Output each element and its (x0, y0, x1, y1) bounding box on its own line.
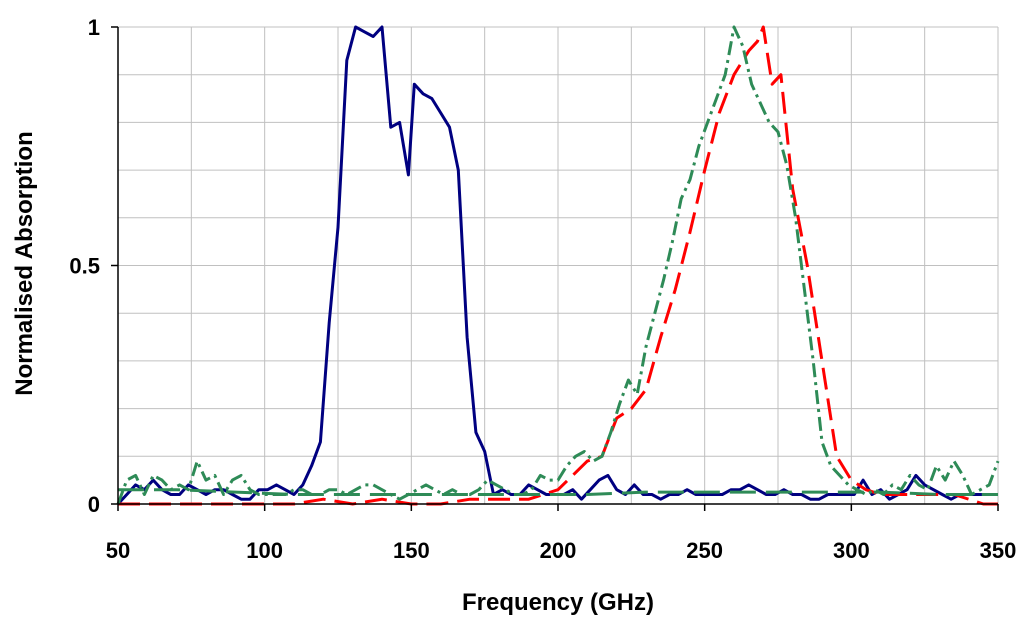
x-tick-label: 150 (393, 538, 430, 563)
tick-labels: 50 100 150 200 250 300 350 0 0.5 1 (69, 15, 1016, 563)
x-tick-label: 300 (833, 538, 870, 563)
grid-lines (118, 26, 999, 504)
series-line-4 (118, 488, 998, 496)
series-line-3 (116, 25, 1000, 505)
y-tick-label: 0.5 (69, 254, 100, 279)
y-axis-title: Normalised Absorption (11, 131, 38, 395)
x-tick-label: 100 (246, 538, 283, 563)
x-axis-title: Frequency (GHz) (462, 589, 654, 616)
x-tick-label: 50 (106, 538, 130, 563)
x-tick-label: 200 (540, 538, 577, 563)
x-tick-label: 350 (980, 538, 1017, 563)
x-tick-label: 250 (686, 538, 723, 563)
y-tick-label: 0 (88, 492, 100, 517)
y-tick-label: 1 (88, 15, 100, 40)
axes (111, 26, 999, 511)
